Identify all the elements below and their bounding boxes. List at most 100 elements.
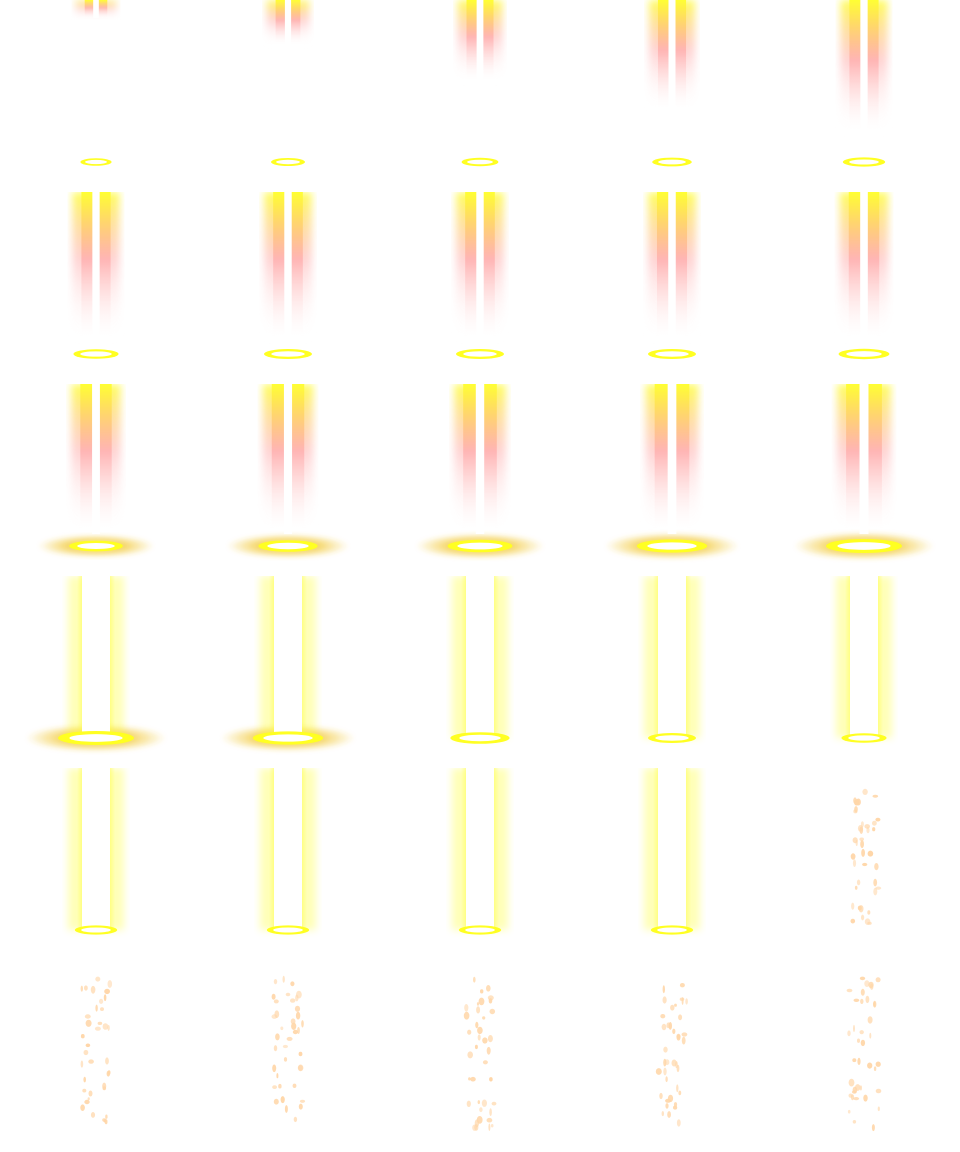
beam-core: [860, 0, 868, 135]
sprite-frame-art: [647, 192, 697, 359]
particle: [664, 1059, 670, 1066]
beam-core: [658, 768, 686, 930]
particle: [491, 1101, 497, 1106]
particle: [290, 981, 295, 987]
particle: [105, 1114, 108, 1119]
particle: [674, 1003, 677, 1007]
particle: [104, 988, 110, 995]
sprite-frame: [576, 960, 768, 1152]
sprite-frame-art: [271, 975, 306, 1123]
sprite-frame: [0, 960, 192, 1152]
particle: [873, 1000, 877, 1008]
sprite-frame-art: [450, 576, 510, 744]
particle: [272, 1064, 277, 1073]
sprite-frame: [768, 960, 960, 1152]
particle: [872, 794, 879, 798]
sprite-frame: [384, 768, 576, 960]
sprite-frame-art: [648, 0, 696, 167]
particle: [298, 1103, 303, 1110]
sprite-frame-art: [840, 0, 888, 167]
particle: [846, 988, 853, 993]
sprite-frame-art: [850, 788, 882, 925]
particle: [872, 820, 877, 826]
sprite-frame-art: [72, 192, 120, 359]
particle: [681, 1036, 686, 1045]
sprite-frame-art: [655, 983, 688, 1127]
particle: [859, 1030, 864, 1035]
particle: [477, 1100, 480, 1105]
sprite-frame-art: [605, 384, 739, 560]
particle: [83, 1049, 89, 1056]
particle: [848, 1093, 853, 1098]
particle: [875, 886, 882, 890]
particle: [857, 905, 862, 911]
sprite-frame: [0, 384, 192, 576]
ground-ring-inner: [276, 159, 300, 165]
sprite-frame-art: [68, 768, 124, 935]
ground-ring-inner: [271, 351, 305, 357]
beam-core: [93, 0, 99, 18]
particle: [476, 1002, 480, 1006]
particle: [470, 1076, 476, 1082]
ground-ring-inner: [647, 542, 697, 550]
particle: [479, 1107, 483, 1113]
beam-core: [475, 384, 485, 534]
ground-ring-inner: [263, 734, 313, 742]
beam-core: [668, 192, 676, 342]
particle: [859, 826, 864, 834]
particle: [869, 1032, 872, 1039]
sprite-frame-art: [38, 384, 154, 558]
particle: [298, 1065, 303, 1071]
particle: [662, 996, 667, 1004]
particle: [477, 1026, 483, 1035]
particle: [854, 806, 858, 813]
particle: [282, 1044, 288, 1049]
sprite-frame: [768, 384, 960, 576]
particle: [463, 1011, 470, 1020]
particle: [852, 859, 857, 867]
ground-ring-inner: [849, 159, 879, 165]
ground-ring-inner: [80, 351, 112, 357]
particle: [273, 1045, 278, 1052]
particle: [661, 1023, 667, 1031]
particle: [88, 1059, 94, 1064]
beam-core: [92, 384, 100, 534]
particle: [854, 885, 858, 890]
particle: [666, 1022, 671, 1029]
particle: [860, 1039, 866, 1047]
beam-core: [850, 576, 878, 738]
particle: [478, 997, 485, 1006]
particle: [293, 1116, 298, 1123]
sprite-frame-art: [264, 192, 312, 359]
sprite-frame: [384, 960, 576, 1152]
sprite-frame-art: [80, 976, 113, 1125]
particle: [95, 1004, 98, 1012]
particle: [490, 1124, 494, 1128]
particle: [486, 1117, 493, 1123]
particle: [852, 837, 858, 844]
particle: [488, 1123, 491, 1131]
particle: [481, 1099, 487, 1107]
beam-core: [283, 384, 293, 534]
beam-core: [476, 192, 484, 342]
particle: [859, 976, 866, 981]
particle: [280, 1026, 284, 1031]
sprite-frame-art: [838, 192, 890, 360]
sprite-frame: [192, 0, 384, 192]
sprite-frame: [576, 0, 768, 192]
ground-ring-inner: [85, 159, 107, 165]
particle: [466, 1100, 471, 1107]
beam-core: [667, 384, 677, 534]
sprite-frame: [768, 0, 960, 192]
sprite-frame-art: [846, 976, 882, 1132]
particle: [273, 979, 278, 985]
beam-core: [82, 576, 110, 738]
particle: [272, 1085, 277, 1089]
particle: [296, 990, 302, 999]
ground-ring-inner: [657, 927, 687, 933]
particle: [85, 1043, 91, 1048]
sprite-frame: [768, 768, 960, 960]
sprite-frame: [384, 192, 576, 384]
particle: [105, 1057, 109, 1065]
particle: [678, 1014, 683, 1021]
